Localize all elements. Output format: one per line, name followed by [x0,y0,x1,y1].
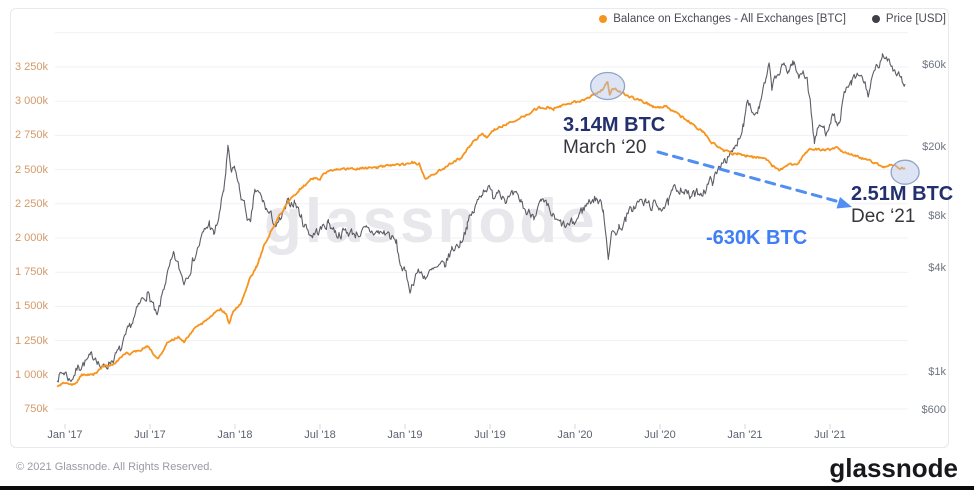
x-axis-tick-label: Jul '19 [474,429,506,441]
x-axis-tick-label: Jan '20 [557,429,593,441]
trend-arrow [656,150,838,203]
legend-item-label: Balance on Exchanges - All Exchanges [BT… [613,13,846,25]
price-series-dot-icon [871,15,880,23]
end-circle-annotation [890,159,920,185]
y-right-tick-label: $1k [928,366,946,378]
y-left-tick-label: 2 000k [14,232,48,244]
y-right-tick-label: $60k [922,59,946,71]
annotation-peak-value: 3.14M BTC [563,114,666,136]
x-axis-tick-label: Jul '18 [304,429,336,441]
y-left-tick-label: 3 250k [14,61,48,73]
y-left-tick-label: 1 250k [14,335,48,347]
y-left-tick-label: 750k [24,403,48,415]
glassnode-logo: glassnode [829,453,958,483]
y-left-tick-label: 1 000k [14,369,48,381]
y-right-tick-label: $20k [922,141,946,153]
glassnode-watermark: glassnode [264,187,598,256]
y-right-tick-label: $8k [928,210,946,222]
annotation-end-date: Dec ‘21 [851,206,916,227]
y-left-tick-label: 2 750k [14,129,48,141]
balance-series-line [56,81,906,388]
balance-series-dot-icon [599,15,608,23]
bottom-border-bar [0,486,974,490]
legend-item-label: Price [USD] [885,13,946,25]
x-axis-tick-label: Jul '21 [814,429,846,441]
trend-arrow-head [836,197,852,209]
y-left-tick-label: 2 250k [14,198,48,210]
y-left-tick-label: 1 500k [14,300,48,312]
legend-item-balance[interactable]: Balance on Exchanges - All Exchanges [BT… [599,13,846,25]
y-left-tick-label: 2 500k [14,164,48,176]
copyright-text: © 2021 Glassnode. All Rights Reserved. [16,461,213,473]
annotation-end: 2.51M BTC Dec ‘21 [851,183,953,228]
x-axis-tick-label: Jan '19 [387,429,423,441]
annotation-end-value: 2.51M BTC [851,183,954,205]
x-axis-tick-label: Jul '20 [644,429,676,441]
y-left-tick-label: 1 750k [14,266,48,278]
chart-series-layer [56,53,920,388]
x-axis-tick-label: Jan '21 [727,429,763,441]
peak-circle-annotation [589,71,626,101]
legend-item-price[interactable]: Price [USD] [871,13,946,25]
annotation-peak-date: March ‘20 [563,137,647,158]
annotation-peak: 3.14M BTC March ‘20 [563,114,665,159]
annotation-delta: -630K BTC [706,227,808,249]
chart-gridlines-layer [55,32,908,429]
y-right-tick-label: $600 [921,404,946,416]
x-axis-tick-label: Jan '18 [217,429,253,441]
x-axis-tick-label: Jul '17 [134,429,166,441]
price-series-line [56,53,906,383]
y-right-tick-label: $4k [928,262,946,274]
x-axis-tick-label: Jan '17 [47,429,83,441]
chart-legend: Balance on Exchanges - All Exchanges [BT… [599,13,946,25]
y-left-tick-label: 3 000k [14,95,48,107]
